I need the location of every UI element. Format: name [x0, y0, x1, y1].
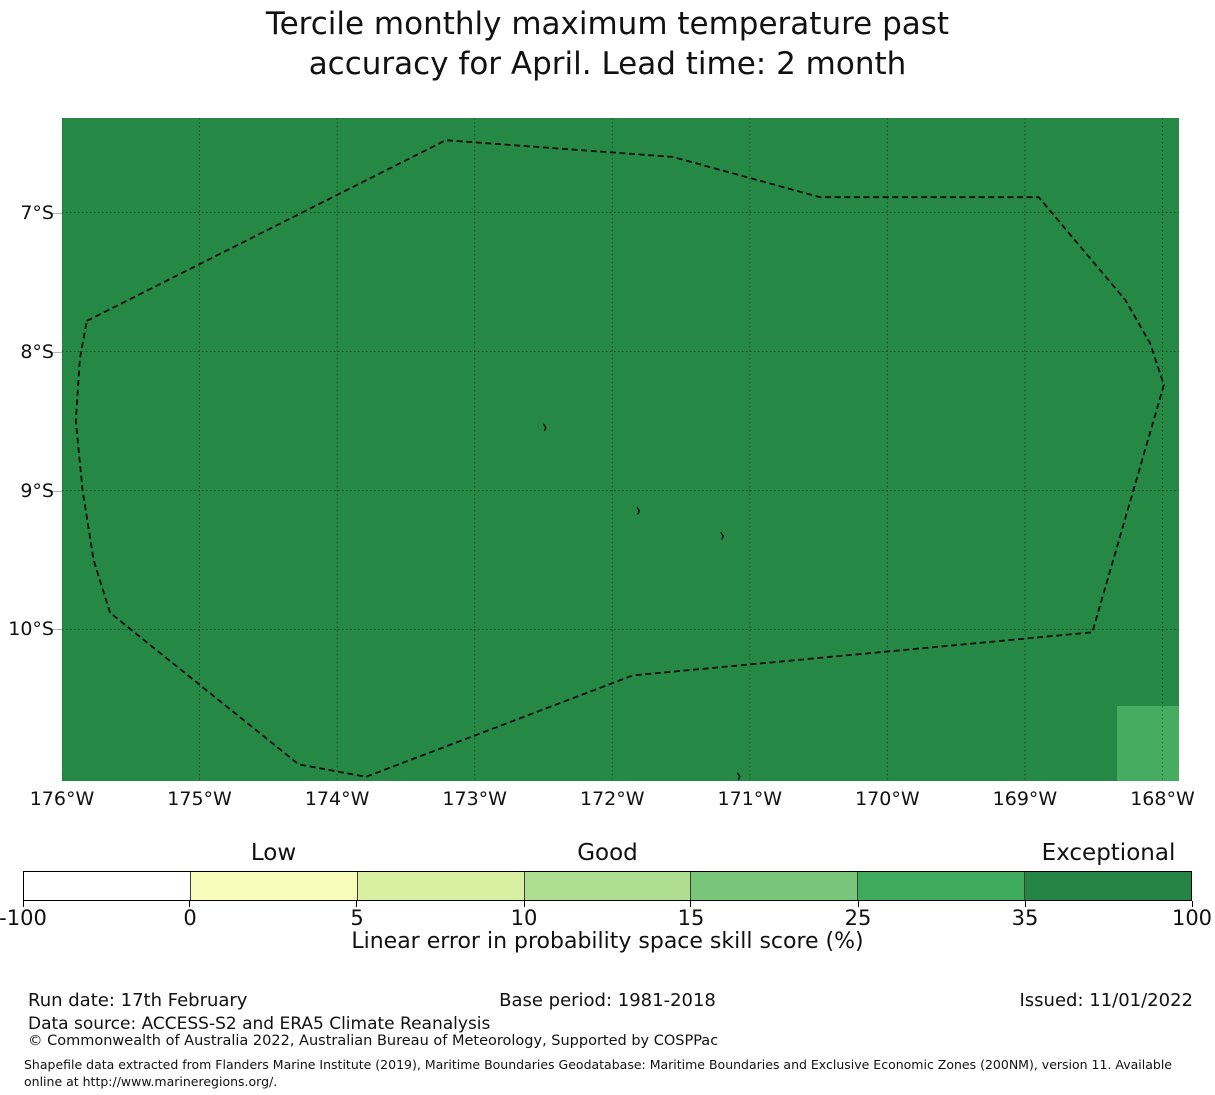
colorbar-segment — [523, 872, 691, 900]
x-tick-label: 173°W — [442, 788, 507, 810]
colorbar-tick-label: 0 — [183, 906, 197, 930]
chart-title-line1: Tercile monthly maximum temperature past — [265, 6, 950, 42]
base-period-text: Base period: 1981-2018 — [499, 990, 716, 1011]
colorbar-category-label: Low — [250, 840, 297, 866]
colorbar-category-label: Exceptional — [1041, 840, 1176, 866]
colorbar-category-labels: Low Good Exceptional — [23, 840, 1192, 868]
island-mark — [636, 506, 641, 515]
island-mark — [720, 531, 725, 540]
chart-title-line2: accuracy for April. Lead time: 2 month — [308, 46, 907, 82]
island-mark — [542, 423, 547, 432]
x-tick-label: 170°W — [855, 788, 920, 810]
colorbar-tick-marks — [22, 901, 1193, 908]
colorbar-tick-mark — [523, 901, 525, 907]
colorbar-segment — [24, 872, 190, 900]
map-plot-area — [62, 118, 1179, 781]
run-date-text: Run date: 17th February — [28, 990, 248, 1011]
y-tick-mark — [50, 490, 62, 492]
colorbar-tick-label: 15 — [677, 906, 705, 930]
y-tick-label: 8°S — [20, 340, 54, 363]
colorbar-tick-mark — [22, 901, 24, 907]
y-tick-mark — [50, 212, 62, 214]
colorbar-tick-label: 5 — [350, 906, 364, 930]
colorbar-tick-labels: -100 0 5 10 15 25 35 100 — [0, 906, 1212, 932]
colorbar-tick-mark — [857, 901, 859, 907]
colorbar-tick-label: 10 — [510, 906, 538, 930]
chart-title: Tercile monthly maximum temperature past… — [0, 4, 1215, 84]
colorbar-tick-mark — [1191, 901, 1193, 907]
colorbar-tick-label: 35 — [1011, 906, 1039, 930]
x-tick-label: 169°W — [992, 788, 1058, 810]
colorbar-tick-label: -100 — [0, 906, 47, 930]
colorbar-tick-mark — [356, 901, 358, 907]
y-tick-mark — [50, 351, 62, 353]
y-tick-mark — [50, 629, 62, 631]
colorbar-segment — [356, 872, 524, 900]
x-tick-label: 174°W — [304, 788, 370, 810]
x-tick-label: 175°W — [167, 788, 232, 810]
island-mark — [736, 772, 741, 781]
x-tick-label: 171°W — [717, 788, 783, 810]
x-tick-label: 176°W — [29, 788, 95, 810]
colorbar-segment — [1024, 872, 1192, 900]
data-source-text: Data source: ACCESS-S2 and ERA5 Climate … — [28, 1014, 491, 1034]
highlight-cell — [1117, 705, 1179, 781]
map-canvas — [62, 118, 1179, 781]
y-tick-label: 10°S — [8, 618, 54, 641]
colorbar-tick-label: 25 — [844, 906, 872, 930]
colorbar-segment — [690, 872, 858, 900]
shapefile-note-text: Shapefile data extracted from Flanders M… — [24, 1057, 1172, 1089]
x-tick-label: 168°W — [1130, 788, 1195, 810]
issued-text: Issued: 11/01/2022 — [1019, 990, 1193, 1011]
colorbar-tick-mark — [1024, 901, 1026, 907]
y-tick-label: 7°S — [20, 201, 54, 224]
colorbar-axis-label: Linear error in probability space skill … — [351, 929, 864, 954]
copyright-text: © Commonwealth of Australia 2022, Austra… — [28, 1033, 719, 1049]
colorbar-tick-mark — [189, 901, 191, 907]
y-tick-label: 9°S — [20, 479, 54, 502]
x-tick-label: 172°W — [579, 788, 645, 810]
colorbar-category-label: Good — [577, 840, 638, 866]
colorbar — [23, 871, 1192, 901]
colorbar-tick-mark — [690, 901, 692, 907]
eez-boundary-line — [74, 139, 1165, 778]
map-gridlines — [62, 118, 1179, 781]
colorbar-segment — [857, 872, 1025, 900]
island-marks — [542, 423, 741, 781]
colorbar-segment — [189, 872, 357, 900]
colorbar-tick-label: 100 — [1171, 906, 1213, 930]
